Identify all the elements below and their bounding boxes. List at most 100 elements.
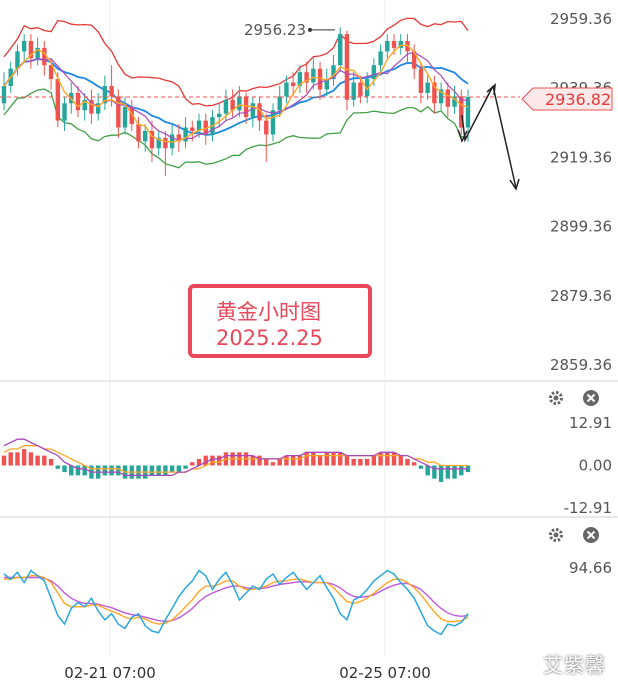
candle-body	[122, 106, 128, 128]
macd-bar	[438, 465, 444, 482]
candle-body	[203, 120, 208, 135]
high-marker: 2956.23	[244, 21, 335, 39]
candle-body	[95, 103, 101, 114]
macd-bar	[445, 465, 451, 479]
lower-band-line	[3, 88, 469, 169]
candle-body	[136, 124, 141, 142]
macd-bar	[405, 458, 410, 466]
candle-body	[311, 68, 316, 83]
candle-body	[190, 127, 195, 131]
macd-bar	[297, 455, 303, 466]
candle-body	[216, 113, 222, 118]
y-tick-label: 2879.36	[550, 287, 612, 305]
close-icon[interactable]	[582, 389, 600, 407]
close-icon[interactable]	[582, 526, 600, 544]
upper-band-line	[3, 17, 469, 107]
candle-body	[364, 79, 370, 97]
candle-body	[109, 85, 114, 97]
macd-bar	[257, 455, 262, 466]
candle-body	[28, 41, 34, 59]
candle-body	[257, 103, 262, 121]
current-price-label: 2936.82	[545, 90, 611, 109]
candle-body	[270, 110, 276, 135]
macd-bar	[21, 449, 27, 466]
macd-bar	[344, 455, 350, 466]
macd-bar	[425, 465, 430, 476]
high-marker-label: 2956.23	[244, 21, 306, 39]
candle-body	[351, 82, 356, 100]
macd-bar	[15, 452, 20, 466]
candle-body	[243, 96, 249, 118]
macd-bar	[28, 452, 34, 466]
candle-body	[264, 120, 269, 135]
macd-bar	[42, 455, 47, 466]
projection-path-up	[461, 85, 494, 143]
macd-bar	[385, 452, 390, 466]
macd-bar	[270, 462, 276, 466]
macd-bar	[277, 458, 282, 466]
candle-body	[48, 65, 54, 80]
gear-icon[interactable]	[547, 389, 565, 407]
macd-tick-label: 0.00	[579, 457, 612, 475]
macd-bar	[55, 465, 60, 469]
macd-bar	[418, 465, 424, 469]
osc-slow-line	[4, 576, 469, 623]
projection-path-down	[492, 85, 517, 189]
candle-body	[35, 47, 40, 59]
osc-tick-label: 94.66	[569, 559, 612, 577]
macd-bar	[169, 465, 175, 473]
gear-icon[interactable]	[547, 526, 565, 544]
candle-body	[169, 134, 175, 149]
candle-body	[277, 96, 282, 111]
arrow-head-down	[509, 178, 520, 191]
macd-bar	[459, 465, 464, 476]
macd-bar	[290, 455, 296, 466]
candle-body	[452, 96, 457, 107]
arrow-head-mini	[457, 129, 468, 143]
macd-signal-line	[3, 445, 468, 473]
macd-bar	[75, 465, 81, 476]
macd-bar	[391, 452, 397, 466]
x-tick-label: 02-25 07:00	[339, 664, 431, 682]
macd-bar	[338, 452, 343, 466]
macd-bar	[1, 455, 7, 466]
candle-body	[89, 99, 94, 114]
macd-bar	[156, 465, 161, 476]
macd-bar	[358, 458, 363, 466]
macd-bar	[284, 455, 289, 466]
candle-body	[324, 79, 329, 90]
candle-body	[398, 41, 403, 48]
candle-body	[385, 41, 390, 52]
candle-body	[223, 99, 229, 114]
candle-body	[196, 120, 202, 131]
candle-body	[304, 72, 309, 83]
annotation-box: 黄金小时图 2025.2.25	[188, 284, 372, 358]
macd-bar	[351, 458, 356, 466]
candle-body	[237, 96, 242, 111]
candle-body	[15, 51, 20, 69]
macd-bar	[216, 455, 222, 466]
candle-body	[297, 72, 303, 86]
candle-body	[331, 65, 336, 80]
macd-bar	[183, 465, 188, 469]
candle-body	[143, 130, 148, 142]
candle-body	[163, 137, 168, 149]
macd-bar	[62, 465, 67, 473]
osc-mid-line	[4, 575, 469, 625]
candle-body	[391, 41, 397, 48]
macd-bar	[371, 455, 377, 466]
macd-bar	[398, 455, 403, 466]
candle-body	[412, 51, 417, 69]
macd-bar	[210, 455, 215, 466]
candle-body	[62, 103, 67, 121]
macd-bar	[264, 458, 269, 466]
candle-body	[378, 51, 383, 66]
macd-bar	[378, 452, 383, 466]
candle-body	[459, 96, 464, 128]
macd-bar	[82, 465, 87, 476]
y-tick-label: 2899.36	[550, 218, 612, 236]
candle-body	[156, 137, 161, 149]
candle-body	[290, 82, 296, 86]
macd-bar	[250, 455, 256, 466]
candle-body	[465, 96, 471, 128]
